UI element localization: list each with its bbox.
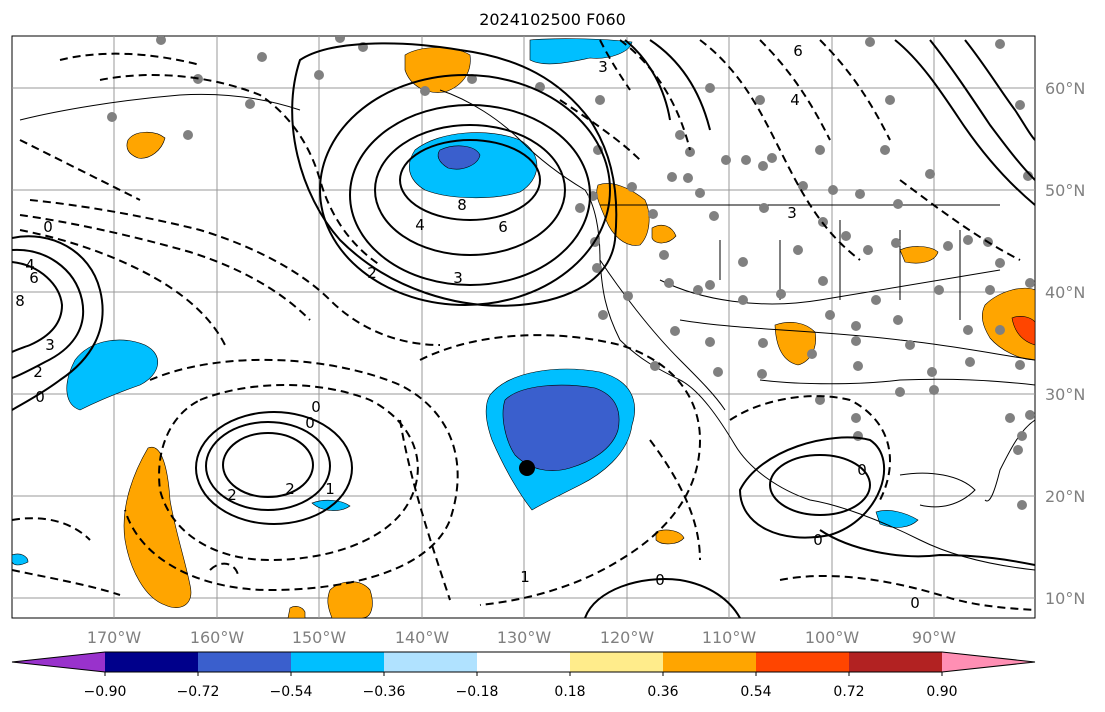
solid-contours [12, 39, 1035, 618]
contour-label: 4 [25, 256, 35, 274]
colorbar-segment [756, 652, 850, 672]
lon-tick-label: 140°W [395, 628, 450, 647]
orange-anomaly-11 [651, 224, 677, 244]
contour-label: 0 [35, 388, 45, 406]
lat-tick-label: 10°N [1045, 589, 1085, 608]
lon-tick-label: 160°W [190, 628, 245, 647]
colorbar-segment [384, 652, 478, 672]
colorbar-segment [942, 652, 1035, 672]
map-title: 2024102500 F060 [479, 10, 626, 29]
lat-tick-label: 50°N [1045, 181, 1085, 200]
colorbar-label: 0.90 [926, 684, 957, 700]
contour-label: 2 [33, 363, 43, 381]
orange-anomaly-7 [899, 246, 939, 264]
contour-label: 3 [787, 204, 797, 222]
colorbar-label: 0.72 [833, 684, 864, 700]
orange-anomaly-8 [327, 581, 373, 618]
lat-tick-label: 60°N [1045, 79, 1085, 98]
colorbar: −0.90 −0.72 −0.54 −0.36 −0.18 0.18 0.36 0.54 0.7… [11, 651, 1036, 700]
colorbar-segment [570, 652, 664, 672]
dashed-contours [12, 39, 1035, 611]
storm-marker [519, 460, 535, 476]
darkblue-anomaly-central [502, 384, 620, 471]
lon-tick-label: 110°W [702, 628, 757, 647]
colorbar-label: −0.36 [363, 684, 406, 700]
contour-label: 2 [227, 486, 237, 504]
blue-anomaly-top [529, 38, 633, 65]
colorbar-segment [849, 652, 943, 672]
contour-label: 8 [457, 196, 467, 214]
blue-anomaly-north [408, 132, 538, 199]
contour-label: 1 [325, 480, 335, 498]
orange-anomaly-6 [981, 287, 1035, 361]
contour-label: 0 [305, 414, 315, 432]
colorbar-label: −0.72 [177, 684, 220, 700]
contour-label: 2 [367, 264, 377, 282]
lon-tick-label: 150°W [292, 628, 347, 647]
darkblue-anomaly-north [437, 145, 481, 170]
lon-tick-label: 130°W [497, 628, 552, 647]
colorbar-segment [477, 652, 571, 672]
colorbar-segment [198, 652, 292, 672]
lat-tick-label: 20°N [1045, 487, 1085, 506]
lon-tick-label: 100°W [805, 628, 860, 647]
lat-tick-label: 40°N [1045, 283, 1085, 302]
contour-label: 3 [598, 58, 608, 76]
contour-label: 6 [29, 269, 39, 287]
colorbar-label: −0.54 [270, 684, 313, 700]
blue-anomaly-west [66, 339, 159, 411]
latitude-axis: 60°N 50°N 40°N 30°N 20°N 10°N [1045, 79, 1085, 608]
colorbar-label: 0.18 [554, 684, 585, 700]
red-anomaly [1011, 316, 1035, 346]
contour-label: 0 [813, 531, 823, 549]
lat-tick-label: 30°N [1045, 385, 1085, 404]
longitude-axis: 170°W 160°W 150°W 140°W 130°W 120°W 110°… [87, 628, 956, 647]
lon-tick-label: 170°W [87, 628, 142, 647]
lon-tick-label: 120°W [600, 628, 655, 647]
contour-label: 8 [15, 292, 25, 310]
colorbar-label: −0.90 [84, 684, 127, 700]
colorbar-label: 0.36 [647, 684, 678, 700]
contour-label: 0 [857, 461, 867, 479]
colorbar-segment [105, 652, 199, 672]
contour-label: 6 [793, 42, 803, 60]
contour-label: 3 [45, 336, 55, 354]
blue-anomaly-central-america [875, 510, 919, 528]
colorbar-segment [663, 652, 757, 672]
orange-anomaly-3 [126, 131, 166, 159]
orange-anomaly-10 [655, 529, 685, 545]
orange-anomaly-9 [287, 606, 306, 618]
colorbar-label: 0.54 [740, 684, 771, 700]
contour-label: 2 [285, 480, 295, 498]
lon-tick-label: 90°W [912, 628, 956, 647]
blue-anomaly-edge [12, 553, 29, 566]
contour-label: 0 [655, 571, 665, 589]
contour-label: 6 [498, 218, 508, 236]
colorbar-segment [12, 652, 105, 672]
contour-label: 0 [910, 594, 920, 612]
contour-label: 0 [311, 398, 321, 416]
contour-label: 4 [790, 91, 800, 109]
colorbar-segment [291, 652, 385, 672]
colorbar-label: −0.18 [456, 684, 499, 700]
contour-label: 1 [520, 568, 530, 586]
contour-label: 0 [43, 218, 53, 236]
contour-label: 4 [415, 216, 425, 234]
contour-label: 3 [453, 269, 463, 287]
